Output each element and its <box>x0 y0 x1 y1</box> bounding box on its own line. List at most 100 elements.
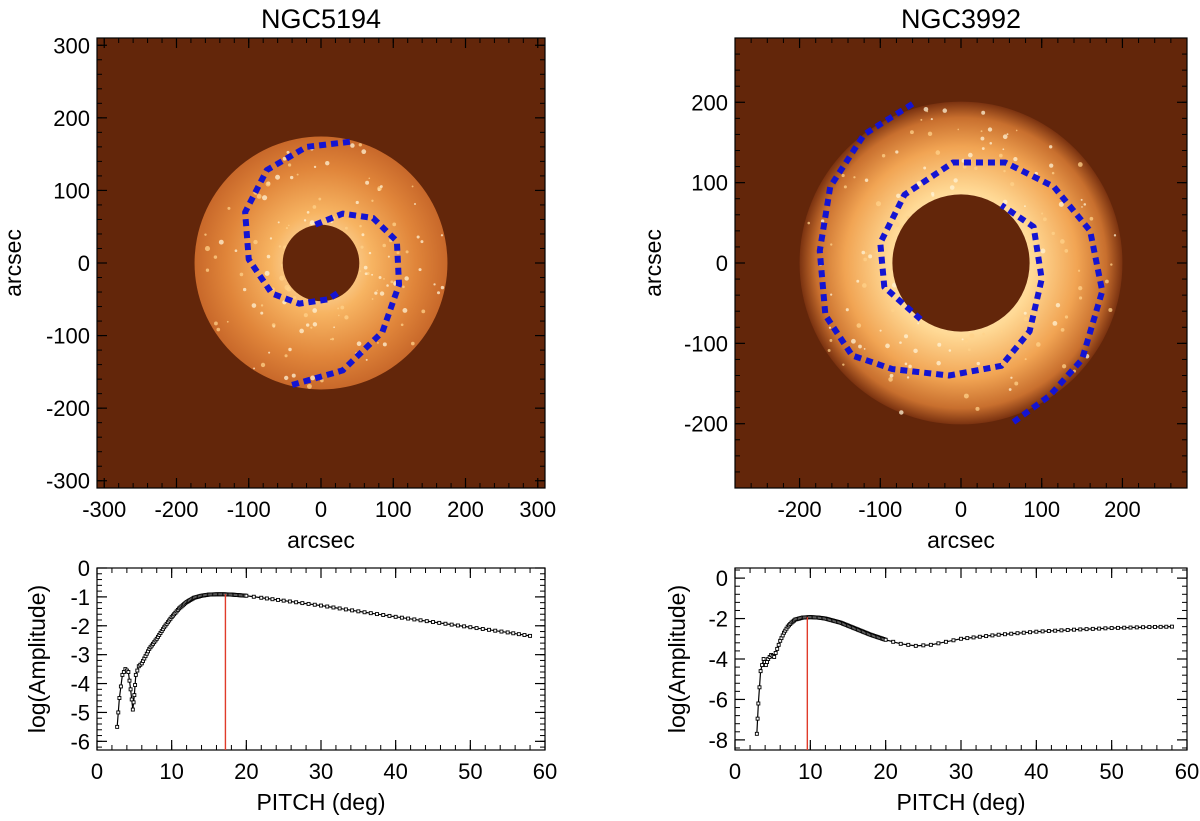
y-axis-label: log(Amplitude) <box>24 585 50 733</box>
star-knot <box>1049 145 1053 149</box>
star-knot <box>288 347 292 352</box>
star-knot <box>827 348 831 352</box>
amplitude-line <box>756 616 1172 734</box>
y-tick-label: 0 <box>78 251 90 276</box>
data-point <box>755 716 760 721</box>
star-knot <box>1077 162 1083 167</box>
star-knot <box>216 327 221 332</box>
data-point <box>468 625 473 630</box>
star-knot <box>1024 358 1027 361</box>
data-point <box>130 707 135 712</box>
amplitude-line <box>116 593 531 727</box>
x-axis-label: arcsec <box>287 527 355 553</box>
x-tick-label: 30 <box>309 759 333 784</box>
star-knot <box>1064 315 1069 319</box>
data-point <box>1164 624 1169 629</box>
star-knot <box>820 219 825 223</box>
data-point <box>1097 626 1102 631</box>
star-knot <box>260 362 266 368</box>
star-knot <box>998 153 1003 158</box>
x-tick-label: 30 <box>949 759 973 784</box>
x-tick-label: -200 <box>778 497 822 522</box>
y-tick-label: -100 <box>46 324 90 349</box>
star-knot <box>287 163 292 167</box>
x-tick-label: 50 <box>458 759 482 784</box>
star-knot <box>344 226 348 230</box>
spiral-arm-fit-1 <box>242 138 351 307</box>
star-knot <box>829 339 833 342</box>
star-knot <box>330 338 332 341</box>
masked-core <box>282 224 360 302</box>
data-point <box>761 657 766 661</box>
data-point <box>368 611 373 616</box>
data-point <box>306 601 311 606</box>
star-knot <box>975 406 980 411</box>
star-knot <box>305 323 310 327</box>
star-knot <box>976 361 980 366</box>
star-knot <box>382 243 386 248</box>
star-knot <box>265 181 271 187</box>
star-knot <box>981 110 986 115</box>
star-knot <box>418 268 422 272</box>
data-point <box>264 596 269 601</box>
star-knot <box>340 305 345 310</box>
star-knot <box>312 322 318 327</box>
x-tick-label: 100 <box>1023 497 1060 522</box>
axes-frame <box>734 37 1188 489</box>
x-tick-label: 100 <box>375 497 412 522</box>
galaxy-panel-2: -200 -100 0 100 200 -200 -100 0 100 200 NGC3992 arc… <box>640 4 1188 553</box>
x-tick-label: 0 <box>955 497 967 522</box>
star-knot <box>309 220 315 226</box>
star-knot <box>299 328 304 334</box>
data-point <box>522 633 527 637</box>
star-knot <box>868 254 873 259</box>
star-knot <box>875 201 882 207</box>
star-knot <box>368 251 372 255</box>
y-tick-label: 0 <box>716 251 728 276</box>
y-tick-label: -3 <box>70 643 90 668</box>
star-knot <box>864 178 869 182</box>
star-knot <box>885 343 890 349</box>
star-knot <box>264 270 270 276</box>
star-knot <box>856 279 860 283</box>
data-point <box>1034 629 1039 634</box>
star-knot <box>853 176 856 179</box>
star-knot <box>310 375 316 381</box>
axes-frame <box>734 567 1188 751</box>
data-point <box>928 642 933 647</box>
star-knot <box>930 118 933 121</box>
data-point <box>971 635 976 640</box>
star-knot <box>306 210 310 214</box>
star-knot <box>379 185 383 188</box>
star-knot <box>961 338 964 341</box>
star-knot <box>923 166 927 170</box>
data-point <box>758 669 763 674</box>
data-point <box>127 678 132 683</box>
star-knot <box>982 332 985 336</box>
y-tick-label: 200 <box>53 106 90 131</box>
data-point <box>343 607 348 612</box>
star-knot <box>312 308 318 313</box>
star-knot <box>226 320 229 323</box>
masked-core <box>892 194 1030 332</box>
star-knot <box>331 337 335 341</box>
minor-ticks <box>734 568 1188 750</box>
star-knot <box>1078 296 1083 300</box>
y-tick-label: -1 <box>70 585 90 610</box>
data-point <box>443 621 448 626</box>
star-knot <box>214 321 218 326</box>
star-knot <box>359 270 362 273</box>
data-point <box>921 643 926 648</box>
star-knot <box>239 272 244 277</box>
data-point <box>943 639 948 644</box>
star-knot <box>879 329 882 332</box>
star-knot <box>303 313 308 318</box>
data-point <box>431 620 435 624</box>
star-knot <box>440 285 445 290</box>
star-knot <box>906 376 910 379</box>
star-knot <box>1108 307 1113 312</box>
star-knot <box>1023 205 1026 208</box>
y-tick-label: -300 <box>46 469 90 494</box>
star-knot <box>863 348 866 350</box>
star-knot <box>312 205 317 209</box>
